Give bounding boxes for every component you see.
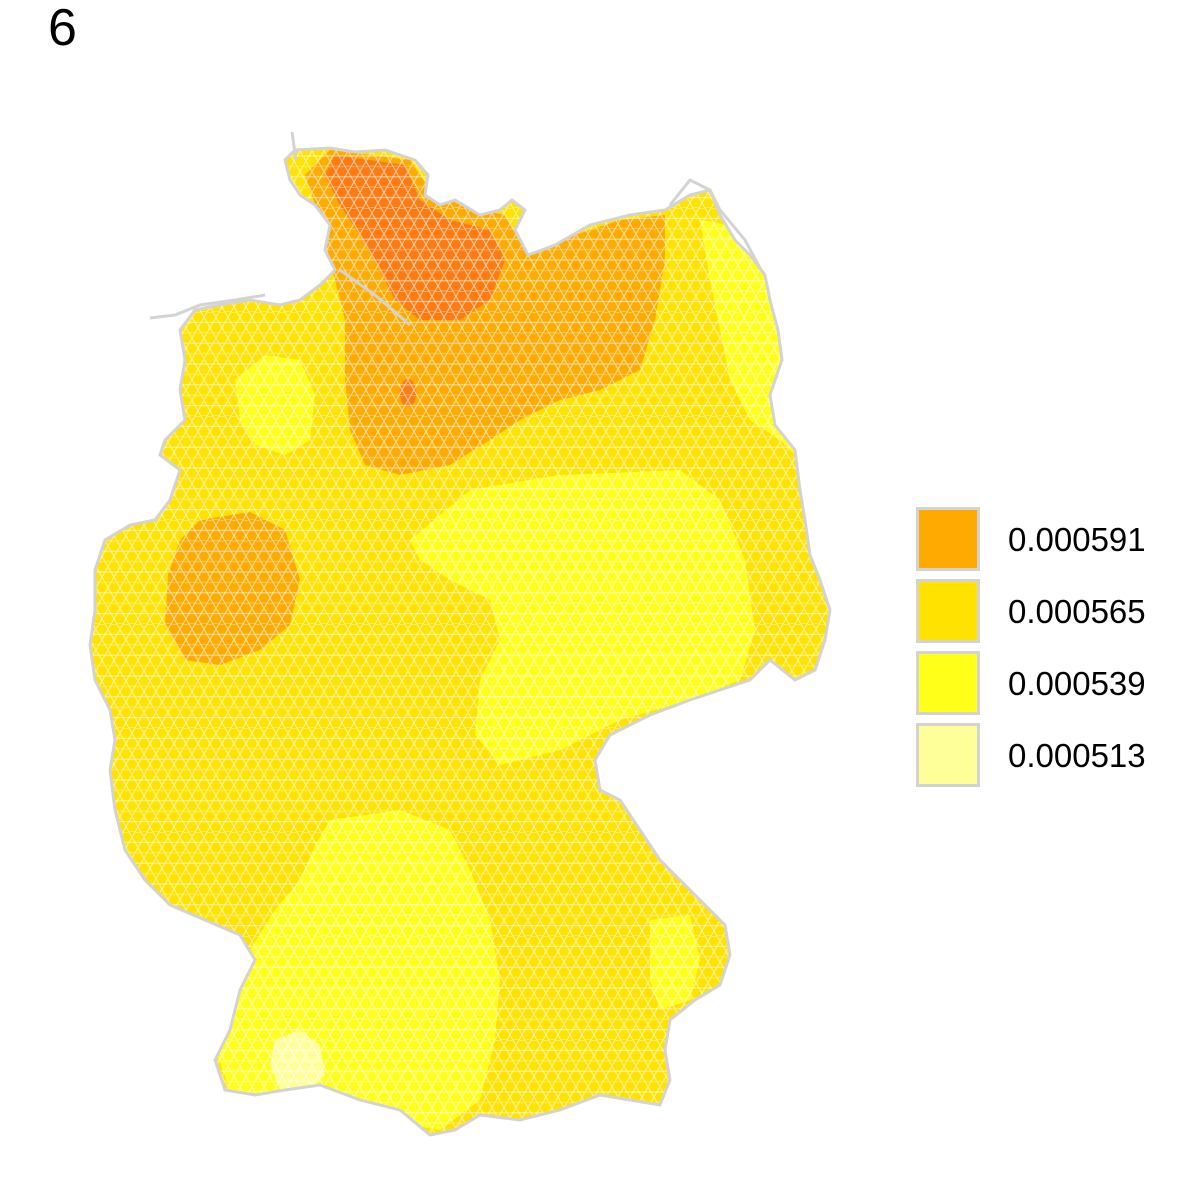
panel-label: 6: [48, 0, 77, 57]
ruegen-island: [668, 178, 762, 269]
elbe-estuary: [339, 268, 411, 327]
legend-label: 0.000565: [1008, 592, 1146, 630]
north-island: [290, 131, 298, 161]
legend-label: 0.000591: [1008, 520, 1146, 558]
legend-item: 0.000513: [916, 719, 1176, 791]
legend-swatch: [916, 723, 980, 787]
legend-item: 0.000565: [916, 575, 1176, 647]
legend-item: 0.000591: [916, 503, 1176, 575]
legend-label: 0.000513: [1008, 736, 1146, 774]
legend-item: 0.000539: [916, 647, 1176, 719]
germany-border: [88, 146, 832, 1137]
legend-swatch: [916, 651, 980, 715]
legend-label: 0.000539: [1008, 664, 1146, 702]
legend-swatch: [916, 507, 980, 571]
legend: 0.000591 0.000565 0.000539 0.000513: [916, 503, 1176, 791]
legend-swatch: [916, 579, 980, 643]
frisian-islands: [149, 293, 266, 320]
